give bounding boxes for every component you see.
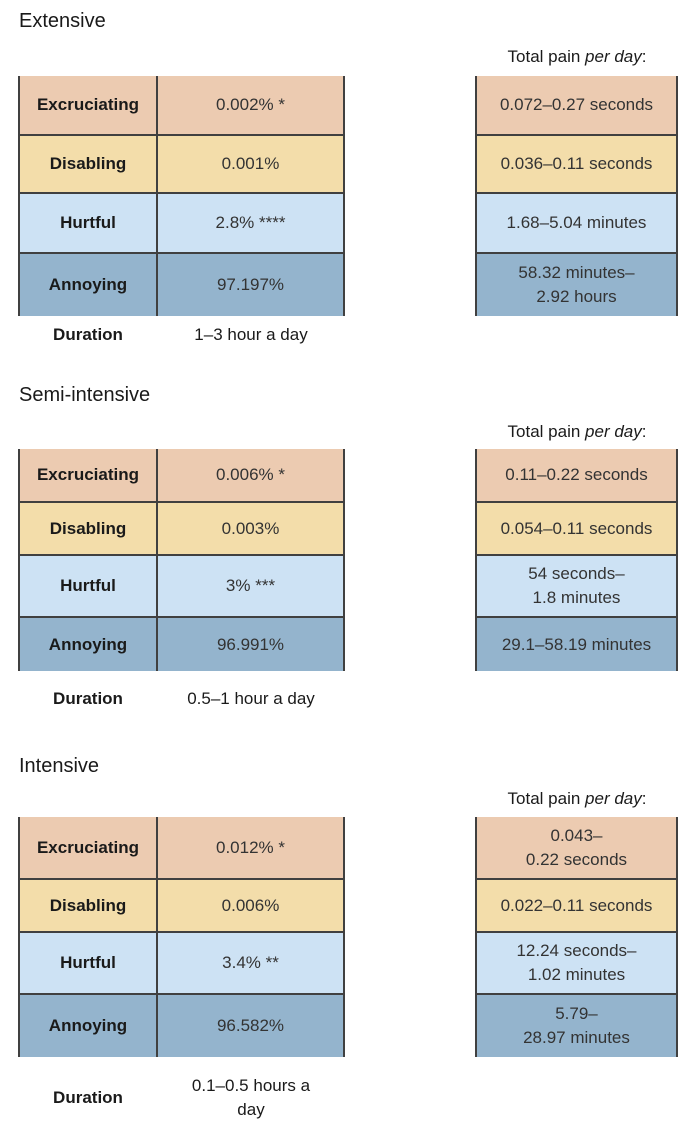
row-label: Hurtful [20,556,158,616]
section-title: Extensive [19,10,106,32]
duration-value: 0.5–1 hour a day [187,689,315,708]
row-total-pain: 0.072–0.27 seconds [499,95,654,115]
row-label: Hurtful [20,933,158,993]
table-row: 0.072–0.27 seconds [477,76,676,136]
row-percentage: 3% *** [225,576,276,596]
table-row: 0.043– 0.22 seconds [477,817,676,880]
duration-label: Duration [53,325,123,344]
row-percentage: 0.003% [221,518,280,538]
table-row: Hurtful 3% *** [20,556,343,618]
total-pain-label: Total pain per day: [476,789,678,809]
row-total-pain: 0.11–0.22 seconds [505,465,648,485]
row-total-pain: 54 seconds– 1.8 minutes [528,564,625,607]
row-total-pain: 0.043– 0.22 seconds [525,825,628,869]
total-label-emphasis: per day [585,422,642,441]
row-total-pain: 12.24 seconds– 1.02 minutes [516,941,637,984]
table-row: 5.79– 28.97 minutes [477,995,676,1057]
total-pain-label: Total pain per day: [476,47,678,67]
row-percentage: 97.197% [216,275,285,295]
table-row: Excruciating 0.006% * [20,449,343,503]
intensity-table: Excruciating 0.012% * Disabling 0.006% Hurtf… [18,817,345,1057]
total-label-suffix: : [641,422,647,441]
row-label: Annoying [20,254,158,316]
row-label: Hurtful [20,194,158,252]
row-percentage: 0.012% * [216,837,285,857]
row-total-pain: 29.1–58.19 minutes [501,634,652,654]
row-label: Disabling [20,880,158,931]
table-row: Disabling 0.006% [20,880,343,933]
total-pain-label: Total pain per day: [476,422,678,442]
table-row: 29.1–58.19 minutes [477,618,676,671]
row-percentage: 0.002% * [216,95,285,115]
total-pain-table: 0.11–0.22 seconds 0.054–0.11 seconds 54 se… [475,449,678,671]
total-pain-table: 0.043– 0.22 seconds 0.022–0.11 seconds 12.2… [475,817,678,1057]
row-label: Excruciating [20,449,158,501]
row-percentage: 96.991% [216,634,285,654]
row-total-pain: 0.022–0.11 seconds [500,895,653,915]
row-percentage: 2.8% **** [215,213,286,233]
duration-value: 0.1–0.5 hours a day [191,1076,311,1119]
table-row: Annoying 96.991% [20,618,343,671]
row-percentage: 3.4% ** [222,953,279,973]
table-row: 0.054–0.11 seconds [477,503,676,556]
intensity-table: Excruciating 0.006% * Disabling 0.003% Hurtf… [18,449,345,671]
table-row: 54 seconds– 1.8 minutes [477,556,676,618]
duration-label: Duration [53,689,123,708]
row-label: Disabling [20,136,158,192]
table-row: 0.036–0.11 seconds [477,136,676,194]
total-label-emphasis: per day [585,789,642,808]
section-title: Intensive [19,755,100,777]
table-row: 12.24 seconds– 1.02 minutes [477,933,676,995]
row-total-pain: 1.68–5.04 minutes [506,213,647,233]
row-label: Annoying [20,995,158,1057]
table-row: Hurtful 2.8% **** [20,194,343,254]
duration-value: 1–3 hour a day [194,325,308,344]
table-row: 1.68–5.04 minutes [477,194,676,254]
table-row: 0.022–0.11 seconds [477,880,676,933]
row-total-pain: 0.036–0.11 seconds [500,154,653,174]
row-total-pain: 0.054–0.11 seconds [500,518,653,538]
table-row: Disabling 0.003% [20,503,343,556]
section-title: Semi-intensive [19,384,151,406]
row-percentage: 0.006% [221,895,280,915]
row-percentage: 0.001% [221,154,280,174]
duration-label: Duration [53,1088,123,1107]
total-label-emphasis: per day [585,47,642,66]
total-pain-table: 0.072–0.27 seconds 0.036–0.11 seconds 1.68… [475,76,678,316]
table-row: 58.32 minutes– 2.92 hours [477,254,676,316]
total-label-prefix: Total pain [507,47,586,66]
row-label: Annoying [20,618,158,671]
table-row: Excruciating 0.002% * [20,76,343,136]
row-label: Excruciating [20,817,158,878]
row-total-pain: 58.32 minutes– 2.92 hours [518,263,635,306]
total-label-prefix: Total pain [507,789,586,808]
row-label: Disabling [20,503,158,554]
total-label-suffix: : [641,789,647,808]
intensity-table: Excruciating 0.002% * Disabling 0.001% Hurtf… [18,76,345,316]
table-row: Annoying 97.197% [20,254,343,316]
total-label-prefix: Total pain [507,422,586,441]
row-percentage: 96.582% [216,1016,285,1036]
table-row: Disabling 0.001% [20,136,343,194]
row-total-pain: 5.79– 28.97 minutes [523,1004,630,1047]
table-row: 0.11–0.22 seconds [477,449,676,503]
table-row: Hurtful 3.4% ** [20,933,343,995]
table-row: Excruciating 0.012% * [20,817,343,880]
row-label: Excruciating [20,76,158,134]
total-label-suffix: : [641,47,647,66]
row-percentage: 0.006% * [216,465,285,485]
table-row: Annoying 96.582% [20,995,343,1057]
